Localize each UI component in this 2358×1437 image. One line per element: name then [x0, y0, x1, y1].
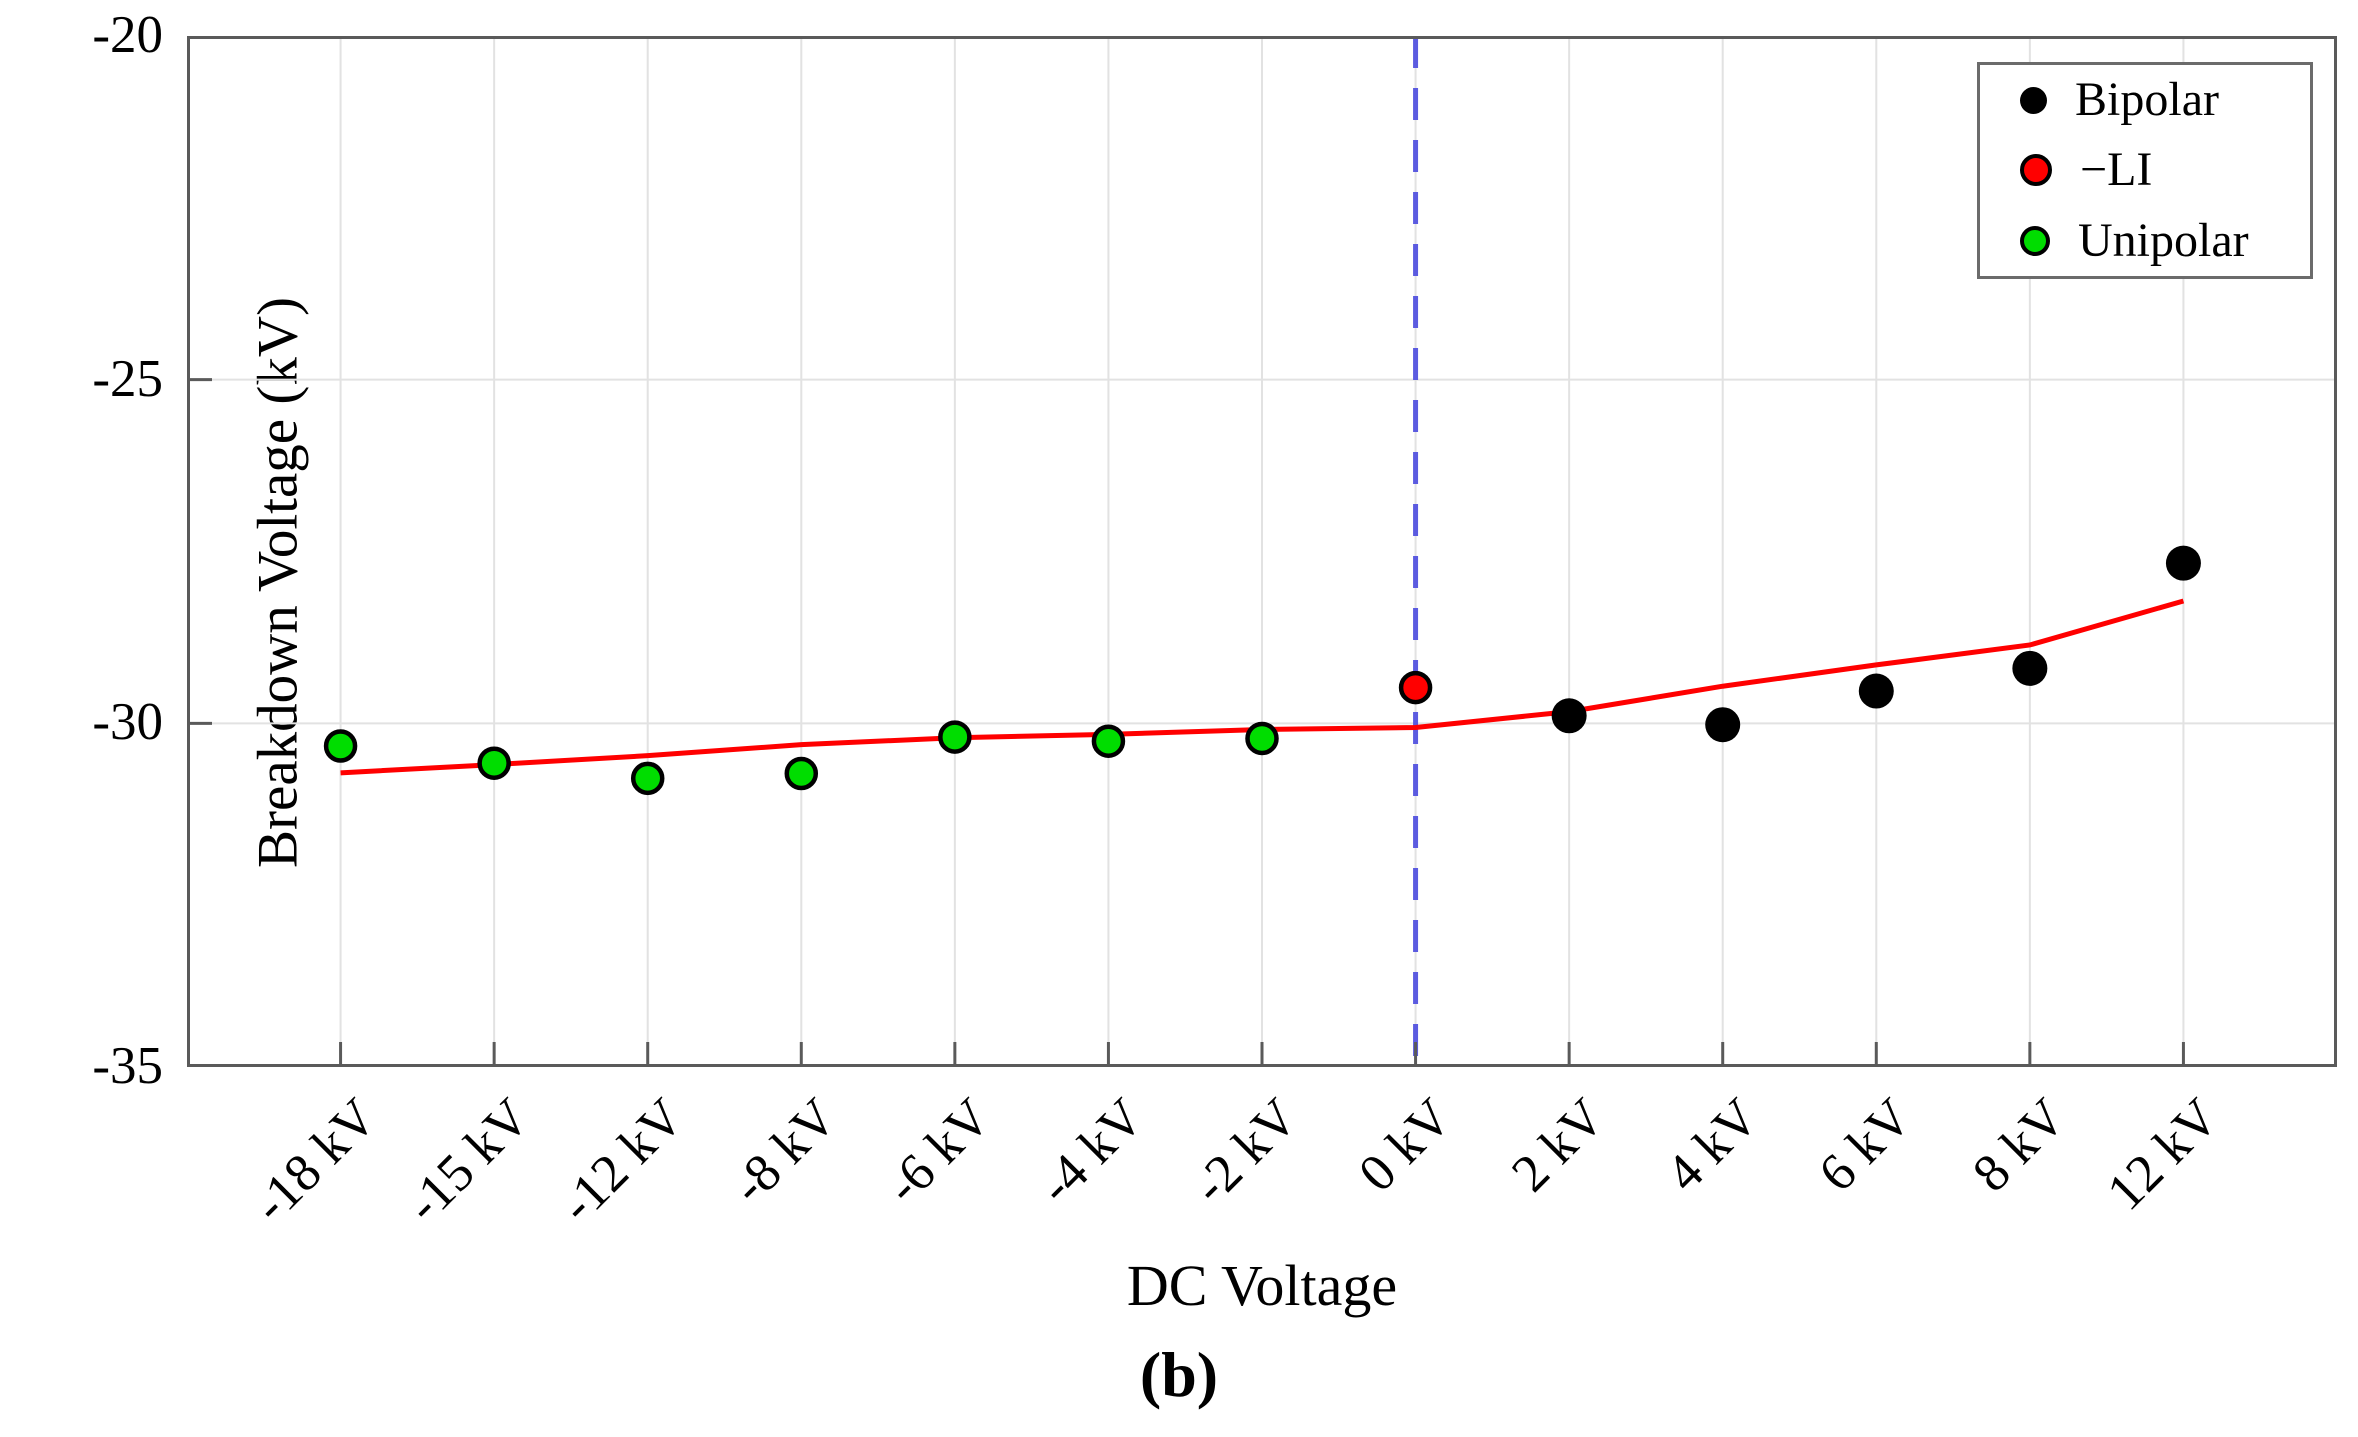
li-point — [1398, 670, 1433, 705]
unipolar-point — [477, 746, 511, 780]
figure-caption: (b) — [1139, 1339, 1219, 1410]
bipolar-point — [2165, 545, 2201, 581]
unipolar-point — [938, 720, 972, 754]
unipolar-point — [323, 729, 358, 763]
legend-label-li: −LI — [2080, 143, 2153, 197]
axes-box — [187, 36, 2337, 1067]
legend-item-bipolar: Bipolar — [1980, 67, 2310, 133]
bipolar-point — [1858, 673, 1894, 709]
bipolar-point — [1705, 707, 1741, 743]
legend-item-li: −LI — [1980, 137, 2310, 203]
legend: Bipolar −LI Unipolar — [1977, 62, 2313, 279]
unipolar-marker-icon — [2020, 225, 2050, 256]
unipolar-point — [784, 756, 819, 791]
legend-item-unipolar: Unipolar — [1980, 208, 2310, 274]
bipolar-point — [2012, 650, 2048, 686]
plot-canvas — [187, 36, 2337, 1067]
unipolar-point — [630, 761, 665, 796]
y-tick-label: -30 — [92, 693, 163, 752]
y-tick-label: -25 — [92, 349, 163, 408]
legend-label-bipolar: Bipolar — [2075, 73, 2219, 127]
li-marker-icon — [2020, 154, 2052, 187]
y-tick-label: -35 — [92, 1037, 163, 1095]
unipolar-point — [1245, 721, 1279, 756]
bipolar-point — [1551, 698, 1587, 734]
bipolar-marker-icon — [2020, 86, 2047, 114]
unipolar-point — [1091, 724, 1126, 758]
plot-area — [187, 36, 2337, 1067]
x-axis-label: DC Voltage — [1126, 1253, 1398, 1318]
legend-label-unipolar: Unipolar — [2078, 213, 2249, 267]
y-tick-label: -20 — [92, 6, 163, 64]
